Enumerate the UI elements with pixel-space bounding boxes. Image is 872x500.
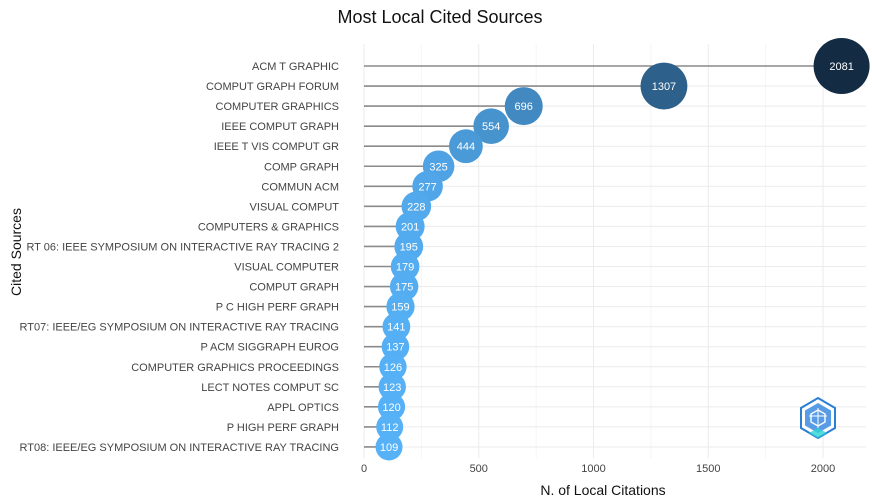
value-label: 2081 <box>829 61 853 73</box>
category-label: IEEE COMPUT GRAPH <box>221 121 339 133</box>
x-tick-label: 0 <box>361 463 367 475</box>
chart-title: Most Local Cited Sources <box>337 7 542 27</box>
category-label: APPL OPTICS <box>267 402 339 414</box>
lollipop-point <box>376 413 404 441</box>
category-label: P C HIGH PERF GRAPH <box>216 302 339 314</box>
category-label: VISUAL COMPUTER <box>234 262 339 274</box>
x-axis-ticks: 0 500 1000 1500 2000 <box>361 463 835 475</box>
value-label: 141 <box>387 322 405 334</box>
category-label: COMPUT GRAPH <box>249 282 339 294</box>
category-label: COMPUTER GRAPHICS PROCEEDINGS <box>131 362 339 374</box>
value-label: 179 <box>396 262 414 274</box>
value-label: 554 <box>482 121 500 133</box>
category-label: RT08: IEEE/EG SYMPOSIUM ON INTERACTIVE R… <box>20 442 339 454</box>
lollipop-point <box>473 108 509 144</box>
category-label: COMPUT GRAPH FORUM <box>206 81 339 93</box>
value-label: 1307 <box>652 81 676 93</box>
category-label: P ACM SIGGRAPH EUROG <box>200 342 339 354</box>
value-label: 696 <box>515 101 533 113</box>
category-label: RT07: IEEE/EG SYMPOSIUM ON INTERACTIVE R… <box>20 322 339 334</box>
points: 2081 1307 696 554 444 325 277 228 201 195 179 175 15… <box>375 38 870 461</box>
lollipop-point <box>378 373 406 401</box>
value-label: 123 <box>383 382 401 394</box>
lollipop-point <box>448 129 483 164</box>
value-label: 120 <box>382 402 400 414</box>
category-label: ACM T GRAPHIC <box>252 61 339 73</box>
value-label: 195 <box>400 241 418 253</box>
category-label: P HIGH PERF GRAPH <box>227 422 339 434</box>
lollipop-point <box>381 332 410 361</box>
value-label: 137 <box>386 342 404 354</box>
category-label: COMPUTERS & GRAPHICS <box>198 221 339 233</box>
x-tick-label: 2000 <box>811 463 835 475</box>
category-labels: ACM T GRAPHIC COMPUT GRAPH FORUM COMPUTER … <box>20 61 340 454</box>
category-label: LECT NOTES COMPUT SC <box>201 382 339 394</box>
lollipop-point <box>375 433 403 461</box>
value-label: 126 <box>384 362 402 374</box>
lollipop-point <box>382 312 411 341</box>
value-label: 159 <box>391 302 409 314</box>
value-label: 109 <box>380 442 398 454</box>
stems <box>364 65 842 448</box>
value-label: 444 <box>457 141 475 153</box>
x-tick-label: 1000 <box>581 463 605 475</box>
value-label: 201 <box>401 221 419 233</box>
x-tick-label: 500 <box>470 463 488 475</box>
x-tick-label: 1500 <box>696 463 720 475</box>
category-label: COMPUTER GRAPHICS <box>216 101 339 113</box>
lollipop-point <box>813 38 870 94</box>
lollipop-point <box>390 252 420 281</box>
value-label: 228 <box>407 201 425 213</box>
x-axis-title: N. of Local Citations <box>540 482 665 498</box>
bibliometrix-logo-icon <box>800 396 836 440</box>
lollipop-point <box>377 393 406 421</box>
value-label: 112 <box>381 422 399 434</box>
value-label: 175 <box>395 282 413 294</box>
value-label: 325 <box>429 161 447 173</box>
lollipop-point <box>504 87 543 126</box>
lollipop-point <box>640 62 688 110</box>
category-label: IEEE T VIS COMPUT GR <box>214 141 339 153</box>
category-label: VISUAL COMPUT <box>250 201 340 213</box>
category-label: RT 06: IEEE SYMPOSIUM ON INTERACTIVE RAY… <box>26 241 339 253</box>
value-label: 277 <box>418 181 436 193</box>
category-label: COMMUN ACM <box>261 181 339 193</box>
category-label: COMP GRAPH <box>264 161 339 173</box>
y-axis-title: Cited Sources <box>8 208 24 296</box>
lollipop-point <box>379 353 407 381</box>
